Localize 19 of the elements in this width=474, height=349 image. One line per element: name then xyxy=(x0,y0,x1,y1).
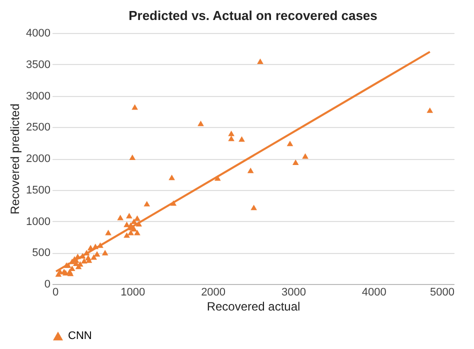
x-tick-label: 3000 xyxy=(281,286,306,298)
x-tick-label: 1000 xyxy=(120,286,146,298)
x-tick-label: 0 xyxy=(52,286,59,298)
legend-label: CNN xyxy=(68,330,92,342)
y-tick-label: 2000 xyxy=(26,153,50,165)
y-tick-label: 4000 xyxy=(26,28,50,40)
y-tick-label: 0 xyxy=(44,278,50,290)
x-tick-label: 5000 xyxy=(430,286,454,298)
y-tick-label: 1000 xyxy=(26,216,50,228)
chart-title: Predicted vs. Actual on recovered cases xyxy=(128,8,378,23)
y-tick-label: 2500 xyxy=(26,122,50,134)
x-tick-label: 4000 xyxy=(362,286,386,298)
y-tick-label: 3000 xyxy=(26,90,50,102)
x-tick-label: 2000 xyxy=(201,286,226,298)
y-tick-label: 3500 xyxy=(26,58,50,71)
y-axis-title: Recovered predicted xyxy=(8,104,22,214)
y-tick-label: 500 xyxy=(32,247,50,260)
y-tick-label: 1500 xyxy=(26,184,50,196)
x-axis-title: Recovered actual xyxy=(206,300,300,314)
